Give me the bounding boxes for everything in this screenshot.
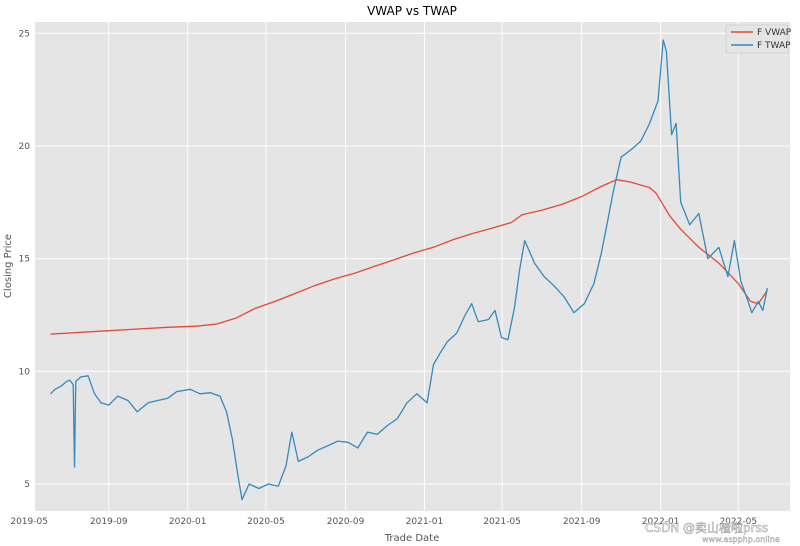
x-tick-label: 2021-09: [563, 517, 601, 527]
grid-lines: [28, 22, 790, 511]
series-line-vwap: [50, 179, 768, 335]
x-tick-label: 2019-09: [90, 517, 128, 527]
y-tick-label: 20: [19, 142, 31, 152]
x-tick-label: 2020-05: [247, 517, 285, 527]
chart-title: VWAP vs TWAP: [367, 4, 457, 18]
legend-label-vwap: F VWAP: [757, 28, 792, 38]
x-tick-label: 2020-09: [327, 517, 365, 527]
x-tick-label: 2020-01: [169, 517, 207, 527]
y-tick-label: 10: [19, 367, 31, 377]
legend-label-twap: F TWAP: [757, 41, 791, 51]
x-tick-label: 2022-01: [642, 517, 680, 527]
x-axis-label: Trade Date: [384, 533, 439, 544]
y-tick-label: 5: [24, 480, 30, 490]
y-tick-label: 25: [19, 29, 30, 39]
plot-background: [35, 22, 790, 511]
legend: F VWAP F TWAP: [725, 24, 792, 54]
y-axis-label: Closing Price: [3, 234, 14, 298]
x-tick-label: 2022-05: [719, 517, 757, 527]
watermark-line-2: www.aspphp.online: [702, 535, 780, 544]
x-tick-label: 2019-05: [10, 517, 48, 527]
x-tick-label: 2021-01: [406, 517, 444, 527]
x-tick-label: 2021-05: [483, 517, 521, 527]
series-layer: [50, 39, 769, 501]
series-line-twap: [50, 39, 769, 501]
watermark: CSDN @卖山楂啦prss www.aspphp.online: [645, 520, 780, 544]
tick-labels: 5 10 15 20 25 2019-05 2019-09 2020-01 2020-05 202…: [10, 29, 757, 527]
y-tick-label: 15: [19, 255, 30, 265]
watermark-line-1: CSDN @卖山楂啦prss: [645, 520, 768, 535]
